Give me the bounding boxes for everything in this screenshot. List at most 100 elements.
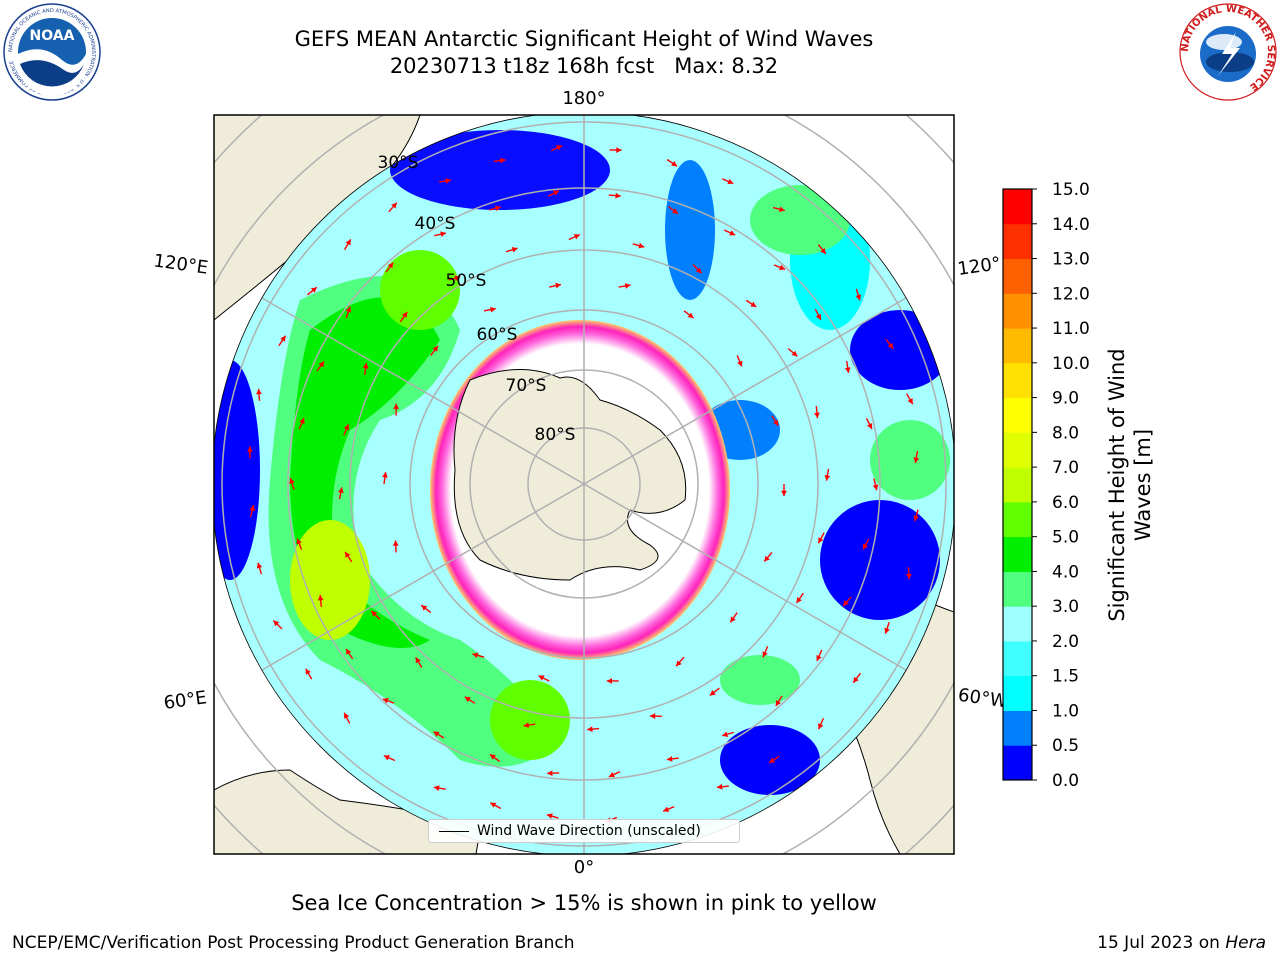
colorbar-segment (1003, 640, 1032, 677)
wave-arrow-head (606, 678, 612, 684)
nws-logo: NATIONAL WEATHER SERVICE (1179, 3, 1277, 101)
wave-arrow-head (382, 698, 389, 704)
wave-arrow-head (820, 247, 826, 254)
wave-arrow-head (289, 478, 295, 484)
wave-arrow-head (433, 785, 440, 791)
wave-arrow-head (729, 230, 736, 236)
wave-arrow-head (546, 813, 553, 819)
lat-label-60s: 60°S (477, 325, 518, 345)
colorbar-label-line-1: Significant Height of Wind (1105, 348, 1129, 621)
wave-arrow-head (489, 754, 496, 760)
wave-arrow-head (791, 350, 798, 357)
wave-arrow-head (345, 551, 351, 558)
wave-arrow-head (421, 605, 428, 611)
wave-arrow-head (779, 264, 786, 271)
colorbar-tick-label: 7.0 (1052, 458, 1079, 478)
wave-arrow-head (796, 597, 802, 603)
wave-arrow-head (695, 267, 702, 274)
colorbar-tick-label: 9.0 (1052, 389, 1079, 409)
wave-arrow-head (538, 675, 545, 681)
wave-arrow-head (433, 731, 440, 737)
wave-arrow-head (764, 555, 770, 562)
wave-arrow-head (472, 652, 479, 659)
colorbar-segment (1003, 223, 1032, 260)
colorbar-tick-label: 0.0 (1052, 771, 1079, 791)
wave-arrow-head (392, 540, 399, 546)
wave-arrow-head (345, 648, 352, 655)
wave-arrow-head (616, 147, 622, 153)
wave-arrow-head (906, 573, 912, 580)
wave-arrow-head (345, 306, 352, 313)
colorbar-label-line-2: Waves [m] (1131, 429, 1155, 541)
wave-arrow-head (638, 242, 645, 249)
wave-arrow-head (490, 306, 496, 313)
colorbar-segment (1003, 606, 1032, 642)
colorbar: 0.0 0.5 1.0 1.5 2.0 3.0 4.0 5.0 6.0 7.0 8.0 9.0 10.0… (1002, 180, 1090, 791)
wave-arrow-head (317, 594, 324, 601)
wave-arrow-head (345, 239, 351, 246)
colorbar-segment (1003, 432, 1032, 468)
wave-arrow-head (781, 490, 787, 496)
wave-arrow-head (671, 160, 678, 167)
lat-label-30s: 30°S (378, 153, 419, 173)
wind-wave-arrows (247, 144, 920, 823)
lon-label-120w: 120° (956, 253, 1002, 280)
colorbar-segment (1003, 675, 1032, 711)
wave-arrow-head (511, 246, 518, 253)
land-antarctica (453, 369, 687, 581)
wave-arrow-head (863, 543, 869, 550)
colorbar-tick-label: 5.0 (1052, 528, 1079, 548)
colorbar-tick-label: 8.0 (1052, 423, 1079, 443)
footer-date-text: 15 Jul 2023 on (1097, 933, 1226, 953)
wave-arrow-head (815, 313, 821, 320)
colorbar-segment (1003, 397, 1032, 433)
wave-arrow-head (843, 600, 849, 606)
wave-arrow-head (608, 771, 615, 778)
wave-arrow-head (280, 335, 286, 342)
colorbar-segment (1003, 258, 1032, 294)
colorbar-tick-label: 2.0 (1052, 632, 1079, 652)
colorbar-tick-label: 4.0 (1052, 562, 1079, 582)
legend-label: Wind Wave Direction (unscaled) (477, 823, 701, 839)
wave-arrow-head (490, 802, 497, 808)
wave-arrow-head (762, 651, 768, 658)
wave-arrow-head (818, 723, 824, 730)
wave-arrow-head (552, 190, 559, 196)
wave-arrow-head (730, 616, 736, 623)
wave-arrow-head (624, 283, 631, 289)
colorbar-tick-label: 3.0 (1052, 597, 1079, 617)
wave-arrow-head (663, 806, 670, 812)
footer-date: 15 Jul 2023 on Hera (1097, 933, 1266, 953)
wave-arrow-head (615, 192, 621, 199)
wave-arrow-head (415, 657, 421, 664)
wave-arrow-head (778, 206, 785, 213)
wave-arrow-head (273, 620, 280, 627)
wave-arrow-head (362, 362, 369, 369)
colorbar-tick-label: 1.5 (1052, 667, 1079, 687)
sea-ice-caption: Sea Ice Concentration > 15% is shown in … (291, 891, 877, 915)
colorbar-tick-label: 6.0 (1052, 493, 1079, 513)
wave-arrow-head (495, 205, 501, 212)
wave-arrow-head (816, 654, 822, 661)
wave-arrow-head (855, 294, 862, 301)
wave-arrow-head (907, 398, 913, 405)
wave-arrow-head (722, 731, 729, 738)
wave-arrow-head (387, 262, 394, 269)
wave-arrow-head (454, 275, 461, 281)
lat-label-70s: 70°S (506, 376, 547, 396)
colorbar-tick-label: 13.0 (1052, 250, 1090, 270)
wave-arrow-head (556, 145, 563, 151)
wave-arrow-head (727, 178, 734, 185)
wave-arrow-head (750, 301, 757, 307)
colorbar-tick-label: 10.0 (1052, 354, 1090, 374)
lon-label-120e: 120°E (152, 250, 209, 278)
noaa-logo: NATIONAL OCEANIC AND ATMOSPHERIC ADMINIS… (3, 3, 101, 101)
lat-label-80s: 80°S (535, 425, 576, 445)
wave-arrow-head (337, 487, 344, 494)
wave-arrow-head (299, 418, 305, 425)
wave-arrow-head (716, 783, 723, 790)
footer-host: Hera (1225, 933, 1266, 953)
wave-arrow-head (587, 726, 593, 732)
wave-arrow-head (318, 361, 325, 368)
